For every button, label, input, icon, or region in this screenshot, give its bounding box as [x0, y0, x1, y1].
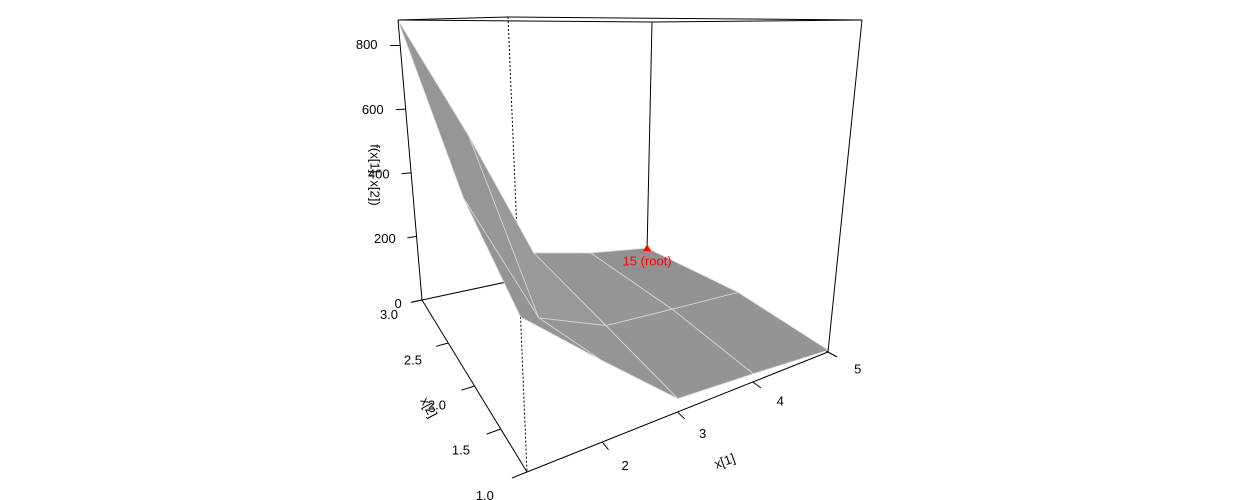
box-front: [397, 16, 863, 473]
root-point: [643, 244, 652, 252]
box-edge: [397, 16, 509, 21]
box-edge: [397, 19, 653, 23]
z-tick-label: 0: [395, 296, 402, 311]
z-tick: [407, 235, 417, 239]
y-tick: [461, 385, 475, 391]
z-tick-label: 200: [374, 231, 396, 246]
box-edge: [651, 19, 863, 23]
y-tick: [486, 428, 501, 435]
z-tick-label: 600: [362, 102, 384, 117]
box-edge: [646, 21, 653, 253]
x-tick: [601, 441, 609, 451]
x-tick-label: 3: [699, 426, 706, 441]
x-tick-label: 4: [777, 394, 784, 409]
z-tick: [401, 172, 412, 175]
y-tick-label: 1.5: [452, 443, 470, 458]
x-tick-label: 5: [854, 361, 861, 376]
y-tick: [511, 471, 528, 479]
axes: 2 3 4 5 1.0 1.5 2.0 2.5 3.00 200 400 600 800: [356, 37, 861, 500]
y-tick-label: 2.0: [428, 398, 446, 413]
y-tick: [435, 342, 449, 347]
y-tick-label: 2.5: [404, 352, 422, 367]
y-tick-label: 1.0: [476, 488, 494, 500]
box-edge: [507, 16, 863, 21]
surface: [397, 19, 830, 400]
z-axis-label: f(x[1], x[2]): [368, 144, 383, 205]
box-edge: [827, 19, 863, 353]
x-tick: [752, 381, 762, 389]
z-tick: [395, 108, 406, 111]
root-label: 15 (root): [623, 254, 672, 269]
x-tick: [827, 351, 838, 358]
box-back: [421, 16, 829, 473]
z-tick-label: 400: [368, 166, 390, 181]
surface-facet: [397, 19, 540, 319]
y-tick-label: 3.0: [380, 307, 398, 322]
z-tick: [412, 299, 423, 303]
surface-facet: [463, 197, 602, 361]
z-tick-label: 800: [356, 37, 378, 52]
box-edge: [397, 19, 423, 301]
x-axis-label: x[1]: [712, 450, 737, 471]
x-tick-label: 2: [622, 458, 629, 473]
x-tick: [677, 411, 685, 420]
